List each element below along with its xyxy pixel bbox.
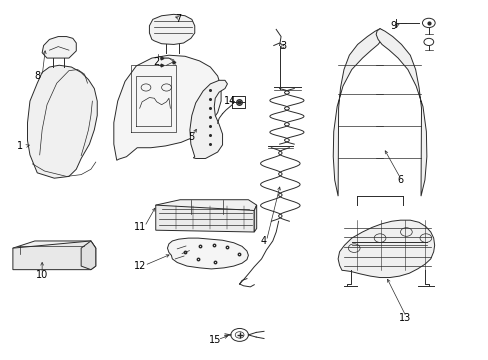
Text: 12: 12 <box>133 261 145 271</box>
Polygon shape <box>42 37 76 58</box>
Text: 10: 10 <box>36 270 48 280</box>
Polygon shape <box>114 55 221 160</box>
Text: 13: 13 <box>399 313 411 323</box>
Text: 3: 3 <box>280 41 286 50</box>
Text: 2: 2 <box>153 57 160 67</box>
Text: 11: 11 <box>133 222 145 231</box>
Polygon shape <box>13 241 96 257</box>
Polygon shape <box>149 14 194 44</box>
Polygon shape <box>81 241 96 270</box>
Text: 14: 14 <box>224 96 236 106</box>
Polygon shape <box>337 220 434 278</box>
Polygon shape <box>27 65 97 178</box>
Polygon shape <box>332 29 383 196</box>
Text: 6: 6 <box>397 175 403 185</box>
Text: 4: 4 <box>261 236 266 246</box>
Text: 8: 8 <box>34 71 40 81</box>
Text: 5: 5 <box>187 132 194 142</box>
Text: 15: 15 <box>209 334 221 345</box>
Polygon shape <box>167 238 248 269</box>
Polygon shape <box>13 241 96 270</box>
Polygon shape <box>254 205 256 232</box>
Polygon shape <box>156 200 256 215</box>
Text: 1: 1 <box>17 141 23 151</box>
Text: 9: 9 <box>389 21 395 31</box>
Polygon shape <box>156 205 254 232</box>
Text: 7: 7 <box>175 14 182 24</box>
Polygon shape <box>189 80 227 158</box>
Polygon shape <box>375 29 426 196</box>
